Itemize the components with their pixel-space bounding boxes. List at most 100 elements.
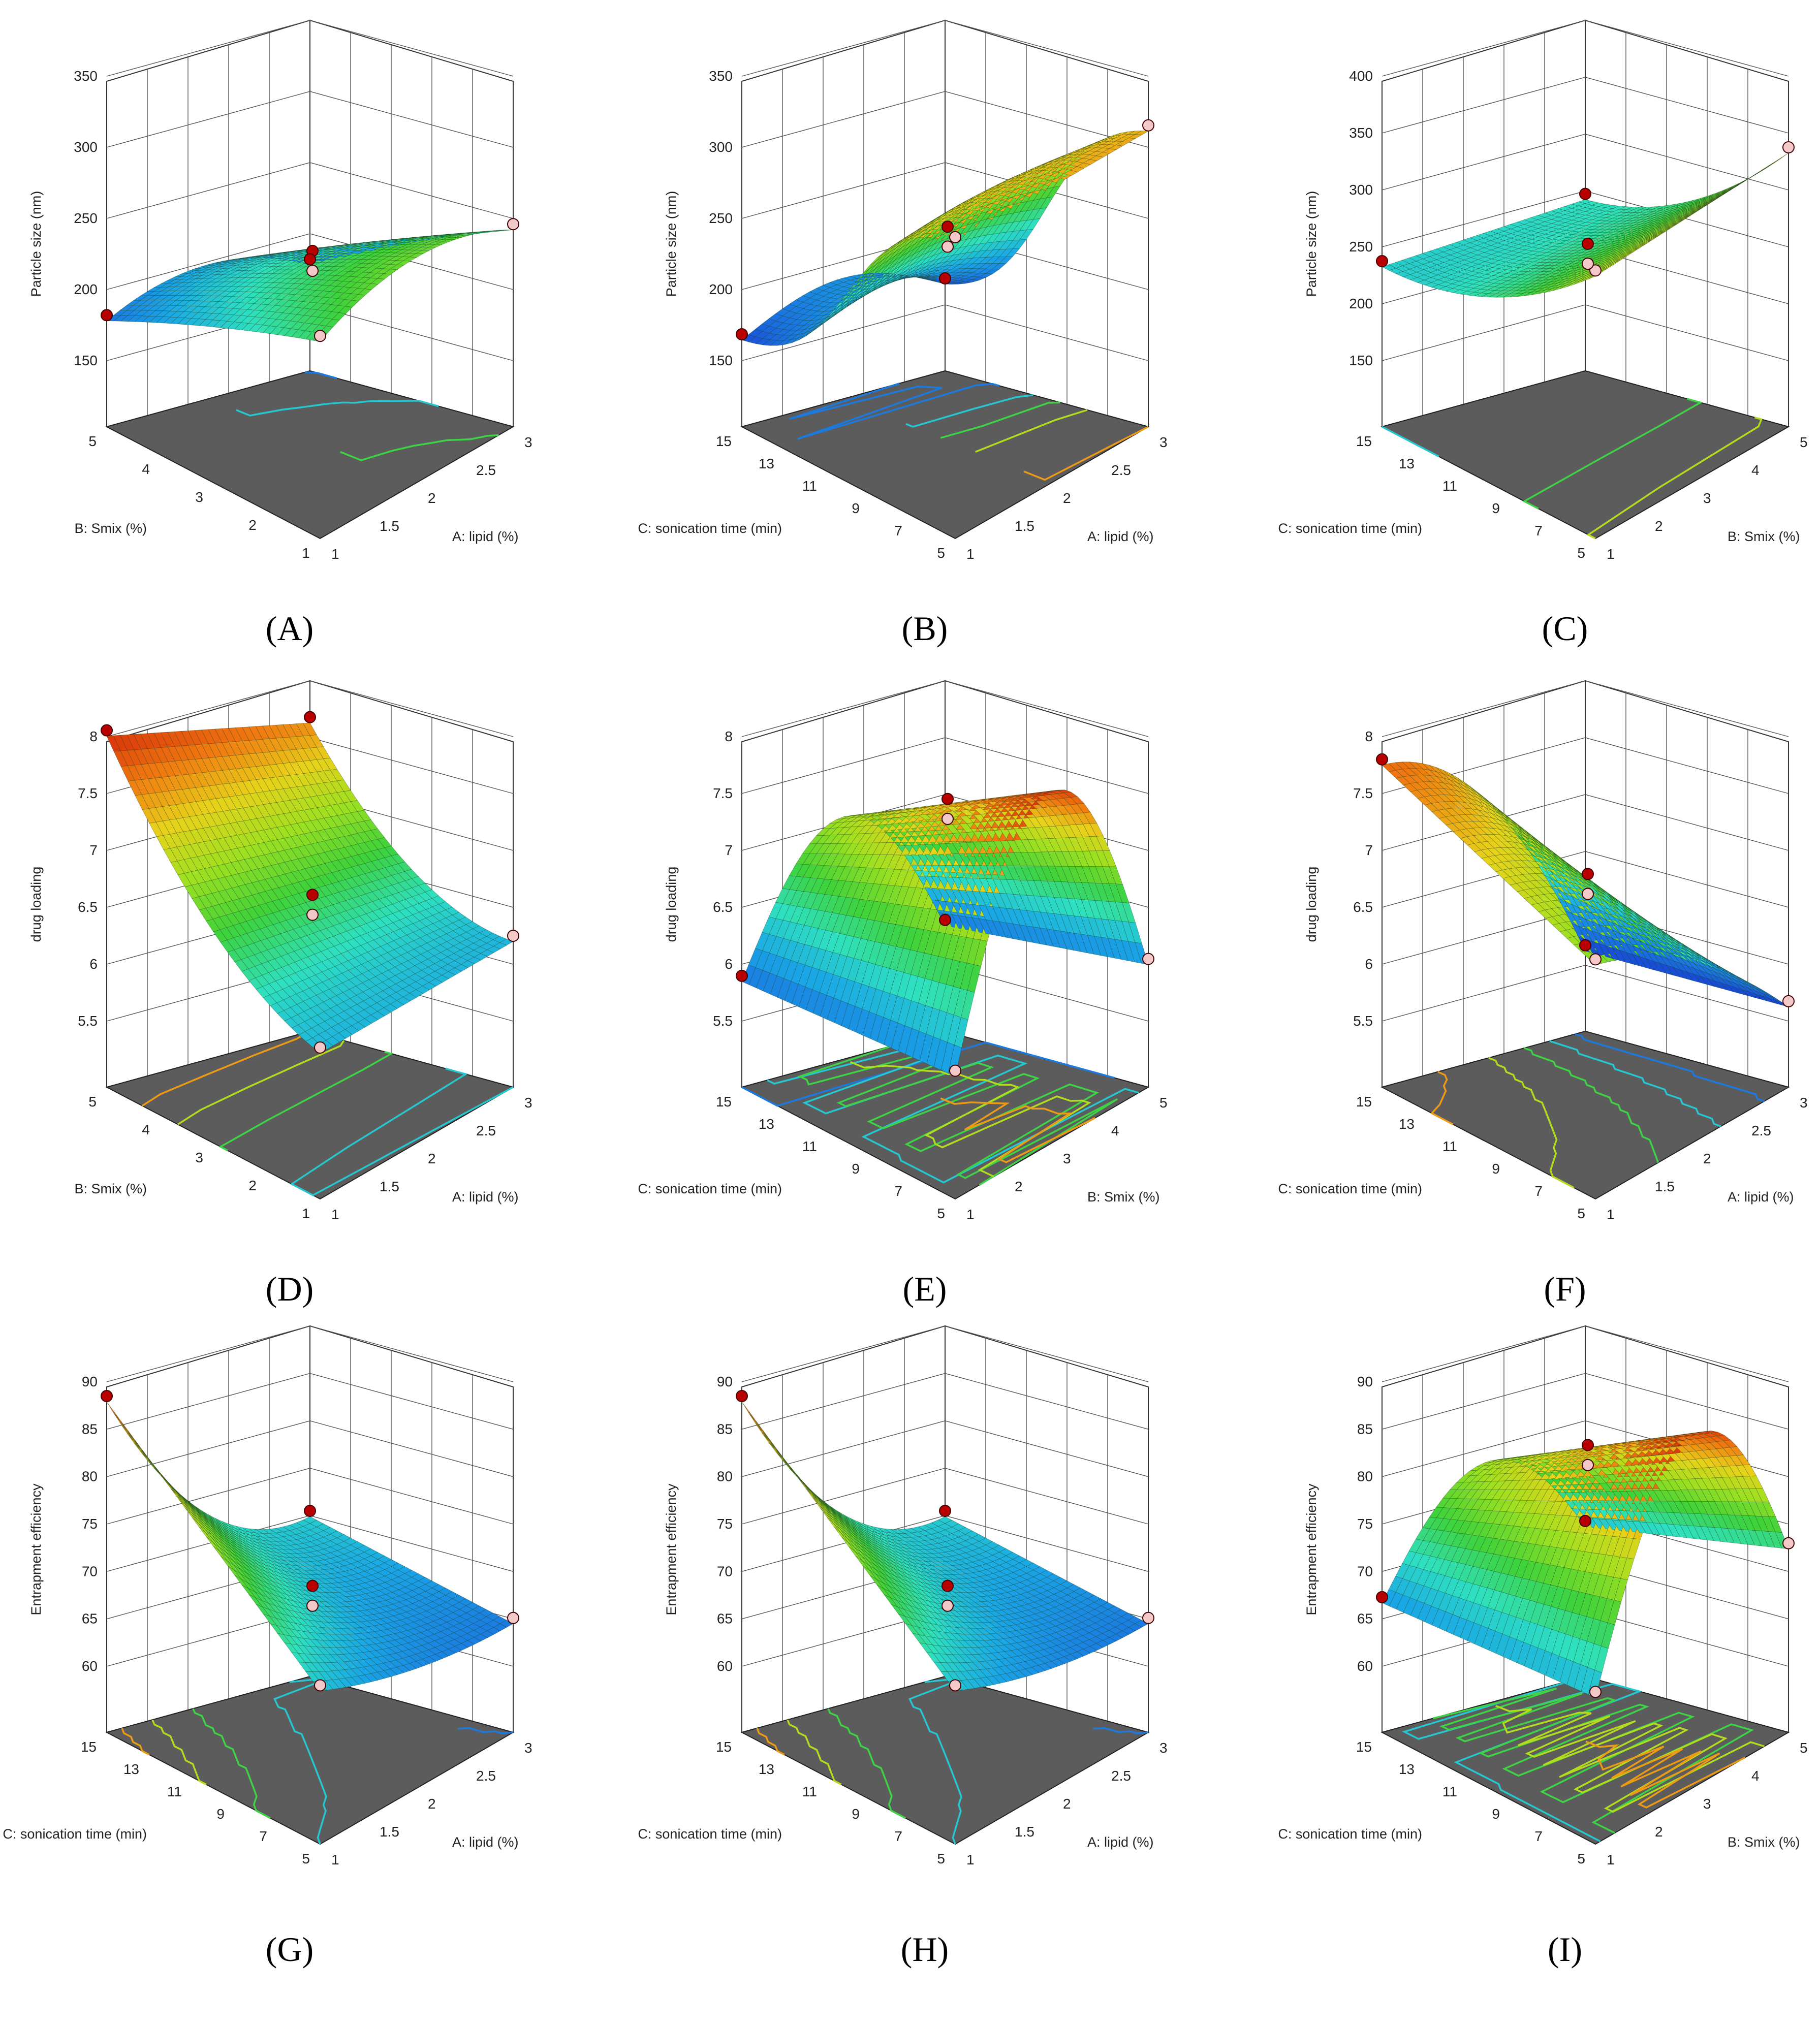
x-tick-label: 2.5 (476, 462, 496, 478)
z-gridline (106, 20, 514, 77)
z-tick-label: 350 (1349, 125, 1373, 141)
z-gridline (106, 162, 514, 219)
x-tick-label: 4 (1751, 462, 1760, 478)
z-tick-label: 200 (709, 281, 733, 297)
z-axis-label: drug loading (664, 867, 679, 942)
floor-contour (304, 371, 337, 379)
y-tick-label: 3 (195, 1150, 203, 1165)
floor-contour (340, 434, 499, 461)
x-tick-label: 3 (1159, 434, 1168, 450)
z-tick-label: 150 (74, 353, 98, 368)
z-tick-label: 250 (74, 210, 98, 226)
z-tick-label: 6.5 (78, 899, 98, 915)
x-tick-label: 1.5 (380, 518, 399, 534)
y-tick-label: 11 (802, 478, 817, 494)
z-gridline (106, 91, 514, 148)
floor-contour (236, 399, 439, 417)
z-tick-label: 5.5 (713, 1013, 733, 1029)
y-tick-label: 2 (248, 1178, 257, 1193)
z-tick-label: 6 (1365, 956, 1373, 972)
z-axis-label: Particle size (nm) (1304, 191, 1319, 297)
y-tick-label: 5 (937, 1206, 945, 1221)
z-tick-label: 300 (709, 139, 733, 155)
panel-label: (E) (903, 1270, 947, 1308)
x-tick-label: 1 (331, 1207, 339, 1222)
design-point (1376, 255, 1388, 267)
x-tick-label: 1 (1607, 546, 1615, 562)
x-tick-label: 5 (1800, 434, 1808, 450)
y-tick-label: 11 (802, 1138, 817, 1154)
z-tick-label: 350 (74, 68, 98, 84)
z-tick-label: 400 (1349, 68, 1373, 84)
y-axis-label: B: Smix (%) (74, 1181, 147, 1196)
z-gridline (106, 233, 514, 290)
y-tick-label: 5 (1577, 545, 1585, 561)
design-point (942, 220, 954, 233)
z-tick-label: 6 (89, 956, 98, 972)
x-axis-label: A: lipid (%) (1087, 529, 1154, 544)
design-point (314, 1041, 326, 1054)
x-tick-label: 3 (1703, 490, 1711, 506)
x-axis-label: A: lipid (%) (452, 1189, 519, 1205)
y-tick-label: 7 (894, 1183, 902, 1199)
design-point (1142, 953, 1154, 965)
z-tick-label: 8 (1365, 729, 1373, 744)
z-tick-label: 300 (1349, 182, 1373, 198)
y-tick-label: 13 (759, 1116, 774, 1132)
panel-label: (B) (902, 609, 948, 648)
design-point (736, 969, 748, 982)
design-point (1582, 237, 1594, 250)
back-wall-left (106, 19, 310, 428)
design-point (942, 812, 954, 825)
back-wall-right (309, 19, 514, 428)
z-tick-label: 250 (1349, 239, 1373, 255)
y-tick-label: 5 (88, 433, 97, 449)
y-axis-label: B: Smix (%) (74, 521, 147, 536)
design-point (939, 272, 951, 284)
design-point (939, 913, 951, 926)
panel-label: (A) (266, 609, 313, 648)
y-tick-label: 15 (1356, 433, 1372, 449)
x-tick-label: 1.5 (380, 1179, 399, 1194)
design-point (507, 930, 519, 942)
design-point (1579, 187, 1591, 200)
y-tick-label: 15 (716, 1094, 732, 1110)
back-wall-right (1585, 680, 1789, 1088)
x-tick-label: 2 (1063, 490, 1071, 506)
y-tick-label: 13 (759, 456, 774, 471)
y-tick-label: 5 (88, 1094, 97, 1110)
y-tick-label: 13 (1399, 456, 1415, 471)
x-tick-label: 2 (428, 1151, 436, 1166)
y-axis-label: C: sonication time (min) (638, 1181, 782, 1196)
design-point (942, 240, 954, 253)
z-tick-label: 6.5 (1353, 899, 1373, 915)
x-axis-label: B: Smix (%) (1087, 1189, 1160, 1205)
z-tick-label: 150 (709, 353, 733, 368)
y-tick-label: 1 (302, 545, 310, 561)
design-point (101, 724, 113, 737)
x-tick-label: 1 (966, 546, 975, 562)
z-tick-label: 7 (1365, 842, 1373, 858)
z-tick-label: 7.5 (713, 785, 733, 801)
z-tick-label: 200 (1349, 296, 1373, 311)
z-tick-label: 7.5 (1353, 785, 1373, 801)
y-tick-label: 5 (937, 545, 945, 561)
x-tick-label: 3 (1063, 1151, 1071, 1166)
z-tick-label: 7.5 (78, 785, 98, 801)
x-tick-label: 2.5 (1111, 462, 1131, 478)
z-tick-label: 350 (709, 68, 733, 84)
z-tick-label: 250 (709, 210, 733, 226)
x-tick-label: 3 (524, 434, 532, 450)
design-point (949, 1064, 961, 1077)
x-axis-label: A: lipid (%) (452, 529, 519, 544)
z-tick-label: 150 (1349, 353, 1373, 368)
y-tick-label: 9 (852, 500, 860, 516)
design-point (101, 309, 113, 322)
y-tick-label: 7 (1534, 523, 1543, 539)
x-tick-label: 1 (966, 1207, 975, 1222)
